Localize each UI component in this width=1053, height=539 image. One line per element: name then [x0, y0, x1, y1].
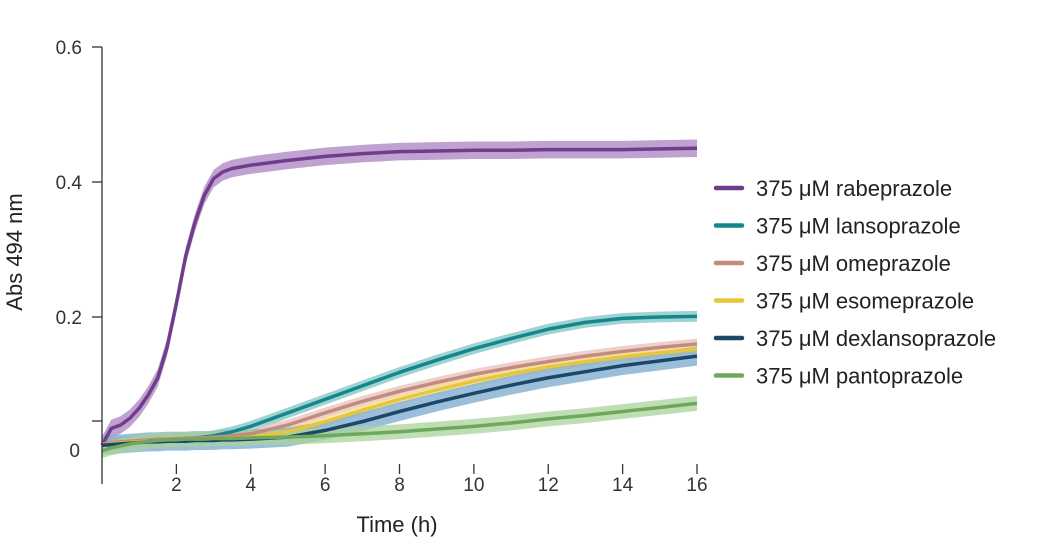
x-tick-label: 16 — [686, 475, 707, 496]
x-tick-label: 12 — [538, 475, 559, 496]
axes: 0.6 0.4 0.2 0 2 4 6 8 10 12 14 16 — [56, 38, 708, 496]
series-band — [102, 346, 697, 455]
series-lines — [100, 146, 698, 453]
series-line — [101, 401, 698, 453]
x-tick-label: 8 — [394, 475, 405, 496]
legend-label: 375 μM lansoprazole — [756, 214, 961, 239]
x-tick-label: 10 — [463, 475, 484, 496]
series-line — [100, 146, 698, 447]
x-tick-label: 2 — [171, 475, 182, 496]
legend-label: 375 μM esomeprazole — [756, 289, 974, 314]
legend-label: 375 μM rabeprazole — [756, 176, 952, 201]
x-tick-label: 4 — [245, 475, 256, 496]
y-tick-label: 0.4 — [56, 173, 83, 194]
legend-label: 375 μM dexlansoprazole — [756, 326, 996, 351]
y-tick-label: 0.6 — [56, 38, 82, 59]
series-band — [102, 395, 697, 459]
x-tick-label: 14 — [612, 475, 634, 496]
x-axis-title: Time (h) — [356, 512, 437, 537]
y-tick-label-zero: 0 — [69, 441, 80, 462]
x-tick-label: 6 — [320, 475, 331, 496]
y-tick-label: 0.2 — [56, 308, 82, 329]
legend: 375 μM rabeprazole 375 μM lansoprazole 375… — [713, 176, 996, 389]
legend-label: 375 μM omeprazole — [756, 251, 951, 276]
legend-label: 375 μM pantoprazole — [756, 364, 963, 389]
y-axis-title: Abs 494 nm — [2, 193, 27, 310]
